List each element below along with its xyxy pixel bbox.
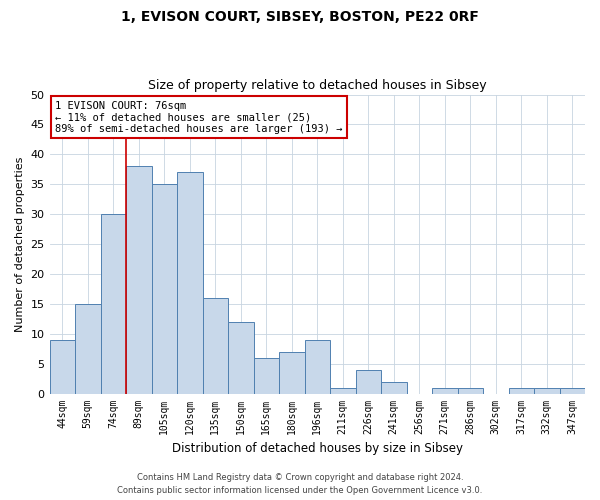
Bar bbox=[381, 382, 407, 394]
Bar bbox=[356, 370, 381, 394]
Bar bbox=[509, 388, 534, 394]
Bar bbox=[126, 166, 152, 394]
Bar bbox=[279, 352, 305, 394]
Bar bbox=[254, 358, 279, 394]
Bar bbox=[534, 388, 560, 394]
Bar bbox=[50, 340, 75, 394]
Bar bbox=[101, 214, 126, 394]
Text: Contains HM Land Registry data © Crown copyright and database right 2024.
Contai: Contains HM Land Registry data © Crown c… bbox=[118, 474, 482, 495]
Bar bbox=[458, 388, 483, 394]
Bar bbox=[330, 388, 356, 394]
X-axis label: Distribution of detached houses by size in Sibsey: Distribution of detached houses by size … bbox=[172, 442, 463, 455]
Bar bbox=[305, 340, 330, 394]
Title: Size of property relative to detached houses in Sibsey: Size of property relative to detached ho… bbox=[148, 79, 487, 92]
Text: 1 EVISON COURT: 76sqm
← 11% of detached houses are smaller (25)
89% of semi-deta: 1 EVISON COURT: 76sqm ← 11% of detached … bbox=[55, 100, 343, 134]
Y-axis label: Number of detached properties: Number of detached properties bbox=[15, 156, 25, 332]
Bar bbox=[177, 172, 203, 394]
Bar bbox=[560, 388, 585, 394]
Bar bbox=[432, 388, 458, 394]
Bar bbox=[228, 322, 254, 394]
Bar bbox=[203, 298, 228, 394]
Bar bbox=[152, 184, 177, 394]
Text: 1, EVISON COURT, SIBSEY, BOSTON, PE22 0RF: 1, EVISON COURT, SIBSEY, BOSTON, PE22 0R… bbox=[121, 10, 479, 24]
Bar bbox=[75, 304, 101, 394]
